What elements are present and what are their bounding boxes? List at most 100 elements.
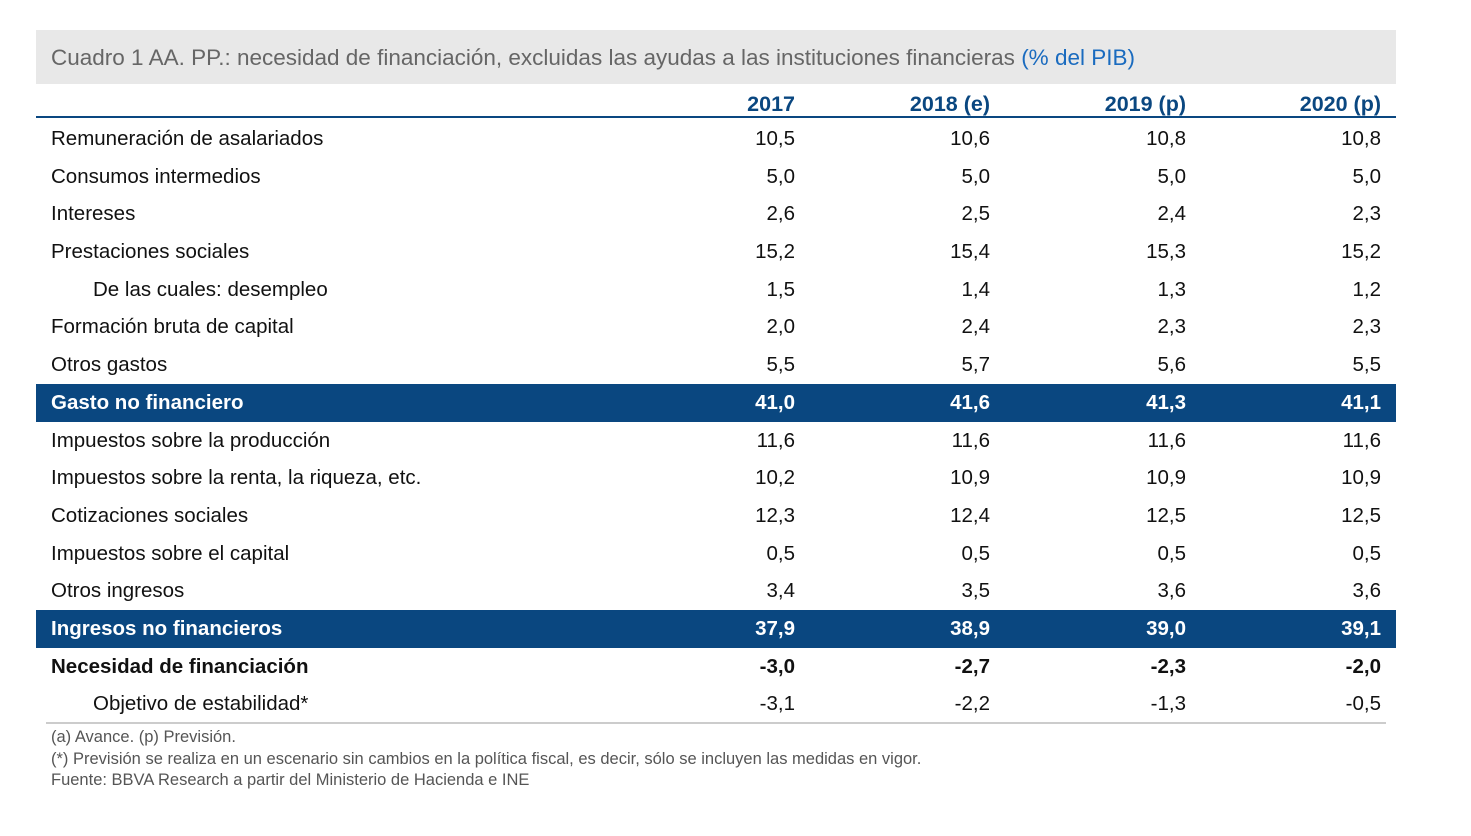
cell-value: 15,2 — [1341, 240, 1381, 264]
cell-value: -2,7 — [954, 654, 990, 678]
cell-value: 3,4 — [766, 579, 796, 603]
cell-value: 5,0 — [1352, 164, 1382, 188]
row-label: Otros ingresos — [51, 579, 185, 603]
cell-value: 10,8 — [1341, 127, 1381, 150]
cell-value: 5,0 — [766, 164, 796, 188]
cell-value: 38,9 — [950, 616, 990, 640]
cell-value: 5,0 — [1157, 164, 1187, 188]
cell-value: 15,2 — [755, 240, 795, 264]
cell-value: 10,2 — [755, 466, 795, 490]
cell-value: 41,3 — [1146, 390, 1186, 414]
cell-value: 12,5 — [1146, 503, 1186, 527]
table-row: Cotizaciones sociales 12,3 12,4 12,5 12,5 — [36, 497, 1396, 535]
cell-value: 3,6 — [1352, 579, 1382, 603]
table-bottom-rule — [46, 722, 1386, 724]
cell-value: 1,2 — [1352, 277, 1382, 301]
cell-value: 15,3 — [1146, 240, 1186, 264]
cell-value: 39,0 — [1146, 616, 1186, 640]
cell-value: 10,9 — [1146, 466, 1186, 490]
table-row: Remuneración de asalariados 10,5 10,6 10,8 1… — [36, 120, 1396, 158]
table-row: De las cuales: desempleo 1,5 1,4 1,3 1,2 — [36, 271, 1396, 309]
cell-value: 41,0 — [755, 390, 795, 414]
cell-value: 11,6 — [1342, 428, 1381, 452]
table-row: Ingresos no financieros 37,9 38,9 39,0 39,1 — [36, 609, 1396, 648]
cell-value: 10,5 — [755, 127, 795, 150]
row-label: De las cuales: desempleo — [93, 277, 328, 301]
row-label: Necesidad de financiación — [51, 654, 309, 678]
row-label: Impuestos sobre la producción — [51, 428, 331, 452]
row-label: Ingresos no financieros — [51, 616, 283, 640]
cell-value: 2,6 — [766, 202, 796, 226]
column-header: 2019 (p) — [1104, 92, 1186, 116]
cell-value: 5,0 — [961, 164, 991, 188]
cell-value: 0,5 — [961, 541, 991, 565]
cell-value: 1,3 — [1157, 277, 1187, 301]
cell-value: 10,8 — [1146, 127, 1186, 150]
cell-value: 2,3 — [1352, 315, 1382, 339]
cell-value: 12,5 — [1341, 503, 1381, 527]
table-row: Gasto no financiero 41,0 41,6 41,3 41,1 — [36, 383, 1396, 422]
cell-value: 0,5 — [1352, 541, 1382, 565]
cell-value: 2,0 — [766, 315, 796, 339]
cell-value: 0,5 — [1157, 541, 1187, 565]
cell-value: -1,3 — [1150, 692, 1186, 716]
source-note: Fuente: BBVA Research a partir del Minis… — [51, 771, 530, 789]
row-label: Cotizaciones sociales — [51, 503, 249, 527]
cell-value: -3,1 — [759, 692, 795, 716]
cell-value: 10,6 — [950, 127, 990, 150]
table-row: Prestaciones sociales 15,2 15,4 15,3 15,2 — [36, 233, 1396, 271]
cell-value: 10,9 — [950, 466, 990, 490]
table-row: Formación bruta de capital 2,0 2,4 2,3 2,3 — [36, 308, 1396, 346]
cell-value: 3,5 — [961, 579, 991, 603]
cell-value: 2,3 — [1157, 315, 1187, 339]
table-row: Consumos intermedios 5,0 5,0 5,0 5,0 — [36, 158, 1396, 196]
table-row: Impuestos sobre el capital 0,5 0,5 0,5 0,5 — [36, 535, 1396, 573]
cell-value: 2,4 — [1157, 202, 1187, 226]
cell-value: 3,6 — [1157, 579, 1187, 603]
cell-value: -2,0 — [1345, 654, 1381, 678]
row-label: Gasto no financiero — [51, 390, 244, 414]
cell-value: 11,6 — [756, 428, 795, 452]
column-header: 2017 — [747, 92, 795, 116]
table-row: Otros ingresos 3,4 3,5 3,6 3,6 — [36, 572, 1396, 610]
cell-value: 39,1 — [1341, 616, 1381, 640]
title-text: Cuadro 1 AA. PP.: necesidad de financiac… — [51, 45, 1015, 70]
cell-value: 2,5 — [961, 202, 991, 226]
row-label: Intereses — [51, 202, 136, 226]
cell-value: 2,4 — [961, 315, 991, 339]
cell-value: 11,6 — [951, 428, 990, 452]
footnote: (*) Previsión se realiza en un escenario… — [51, 749, 922, 768]
footnotes: (a) Avance. (p) Previsión. (*) Previsión… — [51, 727, 921, 792]
cell-value: 5,6 — [1157, 353, 1187, 377]
footnote: (a) Avance. (p) Previsión. — [51, 728, 236, 746]
table-row: Objetivo de estabilidad* -3,1 -2,2 -1,3 -0,5 — [36, 685, 1396, 723]
row-label: Impuestos sobre el capital — [51, 541, 290, 565]
row-label: Formación bruta de capital — [51, 315, 294, 339]
title-unit: (% del PIB) — [1021, 45, 1135, 70]
table-body: Remuneración de asalariados 10,5 10,6 10,8 1… — [36, 120, 1396, 723]
row-label: Objetivo de estabilidad* — [93, 692, 309, 716]
cell-value: 10,9 — [1341, 466, 1381, 490]
column-header: 2018 (e) — [909, 92, 990, 116]
cell-value: 5,5 — [766, 353, 796, 377]
cell-value: 11,6 — [1147, 428, 1186, 452]
cell-value: 12,4 — [950, 503, 990, 527]
cell-value: 41,6 — [950, 390, 990, 414]
cell-value: 5,5 — [1352, 353, 1382, 377]
cell-value: 37,9 — [755, 616, 795, 640]
table-row: Impuestos sobre la producción 11,6 11,6 11,… — [36, 422, 1396, 460]
cell-value: 1,4 — [961, 277, 991, 301]
row-label: Remuneración de asalariados — [51, 127, 324, 150]
cell-value: 5,7 — [961, 353, 991, 377]
cell-value: -3,0 — [759, 654, 795, 678]
row-label: Consumos intermedios — [51, 164, 261, 188]
table-row: Otros gastos 5,5 5,7 5,6 5,5 — [36, 346, 1396, 384]
row-label: Impuestos sobre la renta, la riqueza, et… — [51, 466, 422, 490]
row-label: Prestaciones sociales — [51, 240, 250, 264]
cell-value: 12,3 — [755, 503, 795, 527]
cell-value: 1,5 — [766, 277, 796, 301]
table-row: Necesidad de financiación -3,0 -2,7 -2,3 -2,… — [36, 648, 1396, 686]
cell-value: 2,3 — [1352, 202, 1382, 226]
cell-value: -2,2 — [954, 692, 990, 716]
cell-value: 0,5 — [766, 541, 796, 565]
